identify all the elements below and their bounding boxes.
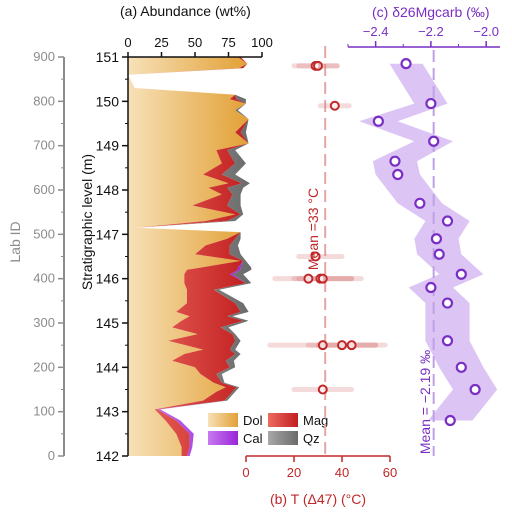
temperature-point-4: [303, 273, 314, 284]
abundance-title: (a) Abundance (wt%): [120, 3, 251, 19]
mg-isotope-error-band: [359, 63, 498, 421]
mg-isotope-point-12: [441, 297, 454, 309]
lab-tick-label-900: 900: [33, 49, 55, 64]
temperature-point-8: [337, 340, 347, 351]
mg-isotope-points: [372, 58, 481, 427]
lab-tick-label-0: 0: [48, 448, 55, 463]
mg-isotope-point-10: [455, 268, 467, 280]
lab-tick-label-100: 100: [33, 404, 55, 419]
mg-isotope-point-9: [433, 248, 445, 260]
lab-id-label: Lab ID: [7, 221, 23, 262]
temperature-tick-label-40: 40: [335, 465, 349, 480]
legend-swatch-dol: [208, 413, 238, 427]
strat-tick-label-150: 150: [96, 93, 120, 109]
legend-label-cal: Cal: [243, 431, 263, 446]
lab-tick-label-700: 700: [33, 138, 55, 153]
mg-isotope-tick-label-1: −2.2: [418, 24, 444, 39]
mg-isotope-point-5: [392, 168, 404, 181]
lab-tick-label-500: 500: [33, 226, 55, 241]
temperature-mean-label: Mean =33 °C: [305, 188, 321, 270]
abundance-areas: [128, 57, 252, 456]
temperature-tick-label-60: 60: [383, 465, 397, 480]
strat-tick-label-146: 146: [96, 271, 120, 287]
abundance-tick-label-25: 25: [154, 35, 168, 50]
mg-isotope-point-6: [414, 197, 426, 209]
strat-tick-label-149: 149: [96, 138, 120, 154]
legend: Dol Mag Cal Qz: [208, 413, 328, 446]
mg-isotope-point-11: [425, 281, 437, 294]
area-qz: [128, 57, 252, 456]
mg-isotope-title: (c) δ26Mgcarb (‰): [372, 4, 489, 20]
area-mag: [128, 57, 249, 456]
temperature-point-7: [317, 340, 328, 351]
abundance-axes: 142 143 144 145 146 147 148 149 150 151 0 25 50 75 100: [96, 35, 273, 464]
strat-tick-label-143: 143: [96, 404, 120, 420]
stratigraphic-level-label: Stratigraphic level (m): [79, 154, 95, 290]
abundance-tick-label-0: 0: [124, 35, 131, 50]
mg-isotope-point-0: [400, 58, 412, 70]
strat-tick-label-145: 145: [96, 315, 120, 331]
area-dol: [128, 57, 249, 456]
mg-isotope-mean-label: Mean = −2.19 ‰: [417, 350, 433, 454]
abundance-tick-label-50: 50: [188, 35, 202, 50]
temperature-point-2: [329, 100, 340, 111]
temperature-point-3: [310, 251, 321, 262]
mg-isotope-point-16: [444, 414, 456, 427]
abundance-panel: 142 143 144 145 146 147 148 149 150 151 0 25 50 75 100…: [79, 3, 328, 464]
legend-swatch-cal: [208, 431, 238, 445]
mg-isotope-tick-label-2: −2.0: [473, 24, 499, 39]
mg-isotope-point-13: [441, 335, 454, 347]
mg-isotope-point-8: [430, 233, 443, 245]
legend-swatch-mag: [268, 413, 298, 427]
mg-isotope-uncertainty-area: [359, 63, 498, 421]
mg-isotope-point-7: [441, 215, 454, 227]
temperature-tick-label-0: 0: [242, 465, 249, 480]
temperature-axis-label: (b) T (Δ47) (°C): [270, 491, 366, 507]
mg-isotope-point-2: [372, 115, 384, 127]
lab-id-axis: 0 100 200 300 400 500 600 700 800 900: [33, 49, 65, 463]
strat-tick-label-144: 144: [96, 359, 120, 375]
legend-label-qz: Qz: [303, 431, 320, 446]
legend-label-mag: Mag: [303, 413, 328, 428]
mg-isotope-point-1: [425, 97, 437, 110]
temperature-panel: 0 20 40 60 Mean =33 °C (b) T (Δ47) (°C): [242, 46, 397, 507]
temperature-point-6: [317, 273, 328, 284]
strat-tick-label-151: 151: [96, 49, 120, 65]
abundance-tick-label-75: 75: [221, 35, 235, 50]
mg-isotope-point-4: [389, 155, 401, 167]
lab-tick-label-800: 800: [33, 93, 55, 108]
mg-isotope-panel: −2.4 −2.2 −2.0 (c) δ26Mgcarb (‰) Mean = −2…: [347, 4, 500, 456]
strat-tick-label-147: 147: [96, 226, 120, 242]
abundance-tick-label-100: 100: [251, 35, 273, 50]
mg-isotope-point-15: [469, 383, 481, 396]
temperature-point-1: [313, 60, 323, 71]
temperature-axes: 0 20 40 60: [242, 46, 397, 480]
mg-isotope-point-14: [455, 361, 467, 373]
temperature-point-10: [317, 384, 328, 395]
temperature-point-9: [346, 340, 357, 351]
temperature-tick-label-20: 20: [287, 465, 301, 480]
lab-tick-label-200: 200: [33, 359, 55, 374]
lab-tick-label-600: 600: [33, 182, 55, 197]
mg-isotope-tick-label-0: −2.4: [363, 24, 389, 39]
lab-tick-label-300: 300: [33, 315, 55, 330]
mg-isotope-point-3: [428, 135, 440, 147]
strat-tick-label-142: 142: [96, 448, 120, 464]
mg-isotope-axes: −2.4 −2.2 −2.0: [347, 24, 500, 456]
legend-label-dol: Dol: [243, 413, 263, 428]
temperature-points: [267, 60, 388, 395]
lab-tick-label-400: 400: [33, 271, 55, 286]
legend-swatch-qz: [268, 431, 298, 445]
strat-tick-label-148: 148: [96, 182, 120, 198]
